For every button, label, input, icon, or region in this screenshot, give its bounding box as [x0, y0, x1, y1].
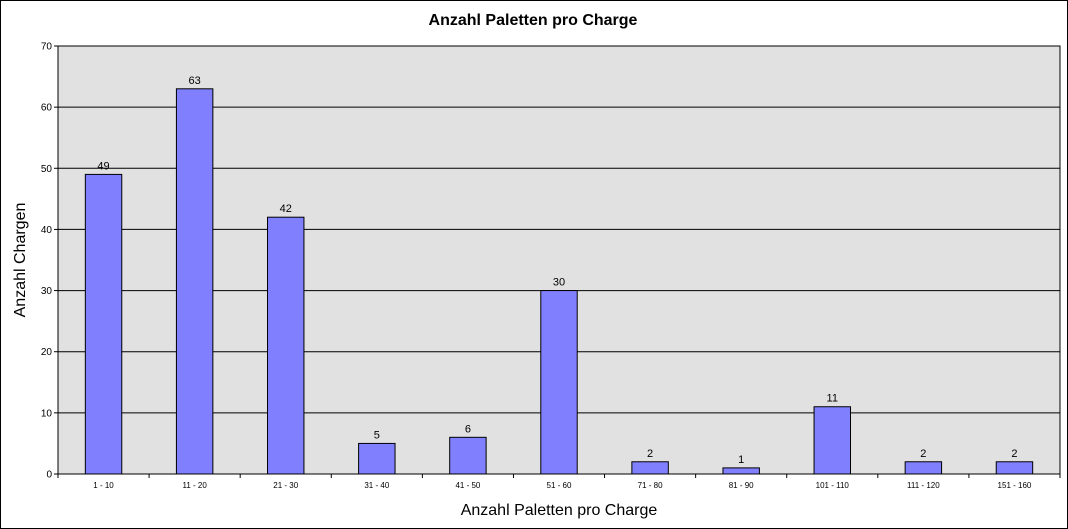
- data-label: 30: [553, 277, 565, 289]
- x-tick-label: 111 - 120: [907, 481, 940, 490]
- bar: [995, 461, 1034, 475]
- x-tick-label: 71 - 80: [638, 481, 663, 490]
- y-tick-label: 70: [41, 42, 53, 53]
- bar: [904, 461, 943, 475]
- data-label: 63: [189, 75, 201, 87]
- data-label: 42: [280, 203, 292, 215]
- x-tick-label: 21 - 30: [273, 481, 298, 490]
- data-label: 6: [465, 423, 471, 435]
- x-tick-label: 1 - 10: [93, 481, 114, 490]
- y-tick-label: 30: [41, 286, 53, 297]
- x-tick-label: 81 - 90: [729, 481, 754, 490]
- x-axis-ticks: 1 - 10 11 - 20 21 - 30 31 - 40 41 - 50 51 - 6…: [57, 474, 1061, 490]
- x-tick-label: 11 - 20: [182, 481, 207, 490]
- y-tick-label: 20: [41, 347, 53, 358]
- chart-title: Anzahl Paletten pro Charge: [429, 12, 638, 29]
- x-tick-label: 31 - 40: [364, 481, 389, 490]
- bars: [84, 88, 1034, 475]
- y-tick-label: 0: [46, 470, 52, 481]
- y-tick-label: 10: [41, 408, 53, 419]
- x-axis-title: Anzahl Paletten pro Charge: [461, 502, 658, 519]
- bar: [631, 461, 669, 475]
- y-tick-label: 40: [41, 225, 53, 236]
- data-label: 2: [1011, 448, 1017, 460]
- y-axis-title: Anzahl Chargen: [12, 203, 29, 318]
- bar: [175, 88, 214, 475]
- bar: [813, 406, 851, 475]
- data-label: 5: [374, 429, 380, 441]
- data-label: 49: [97, 160, 109, 172]
- data-label: 1: [738, 454, 744, 466]
- bar: [449, 436, 487, 475]
- x-tick-label: 41 - 50: [455, 481, 480, 490]
- bar: [84, 173, 123, 475]
- y-tick-label: 50: [41, 164, 53, 175]
- bar: [358, 442, 396, 475]
- bar: [722, 467, 760, 475]
- data-label: 2: [920, 448, 926, 460]
- y-tick-label: 60: [41, 103, 53, 114]
- bar: [540, 290, 578, 475]
- bar: [267, 216, 305, 475]
- data-label: 11: [827, 393, 838, 405]
- y-axis-ticks: 0 10 20 30 40 50 60 70: [41, 42, 58, 481]
- data-label: 2: [647, 448, 653, 460]
- x-tick-label: 51 - 60: [547, 481, 572, 490]
- x-tick-label: 151 - 160: [998, 481, 1032, 490]
- x-tick-label: 101 - 110: [816, 481, 850, 490]
